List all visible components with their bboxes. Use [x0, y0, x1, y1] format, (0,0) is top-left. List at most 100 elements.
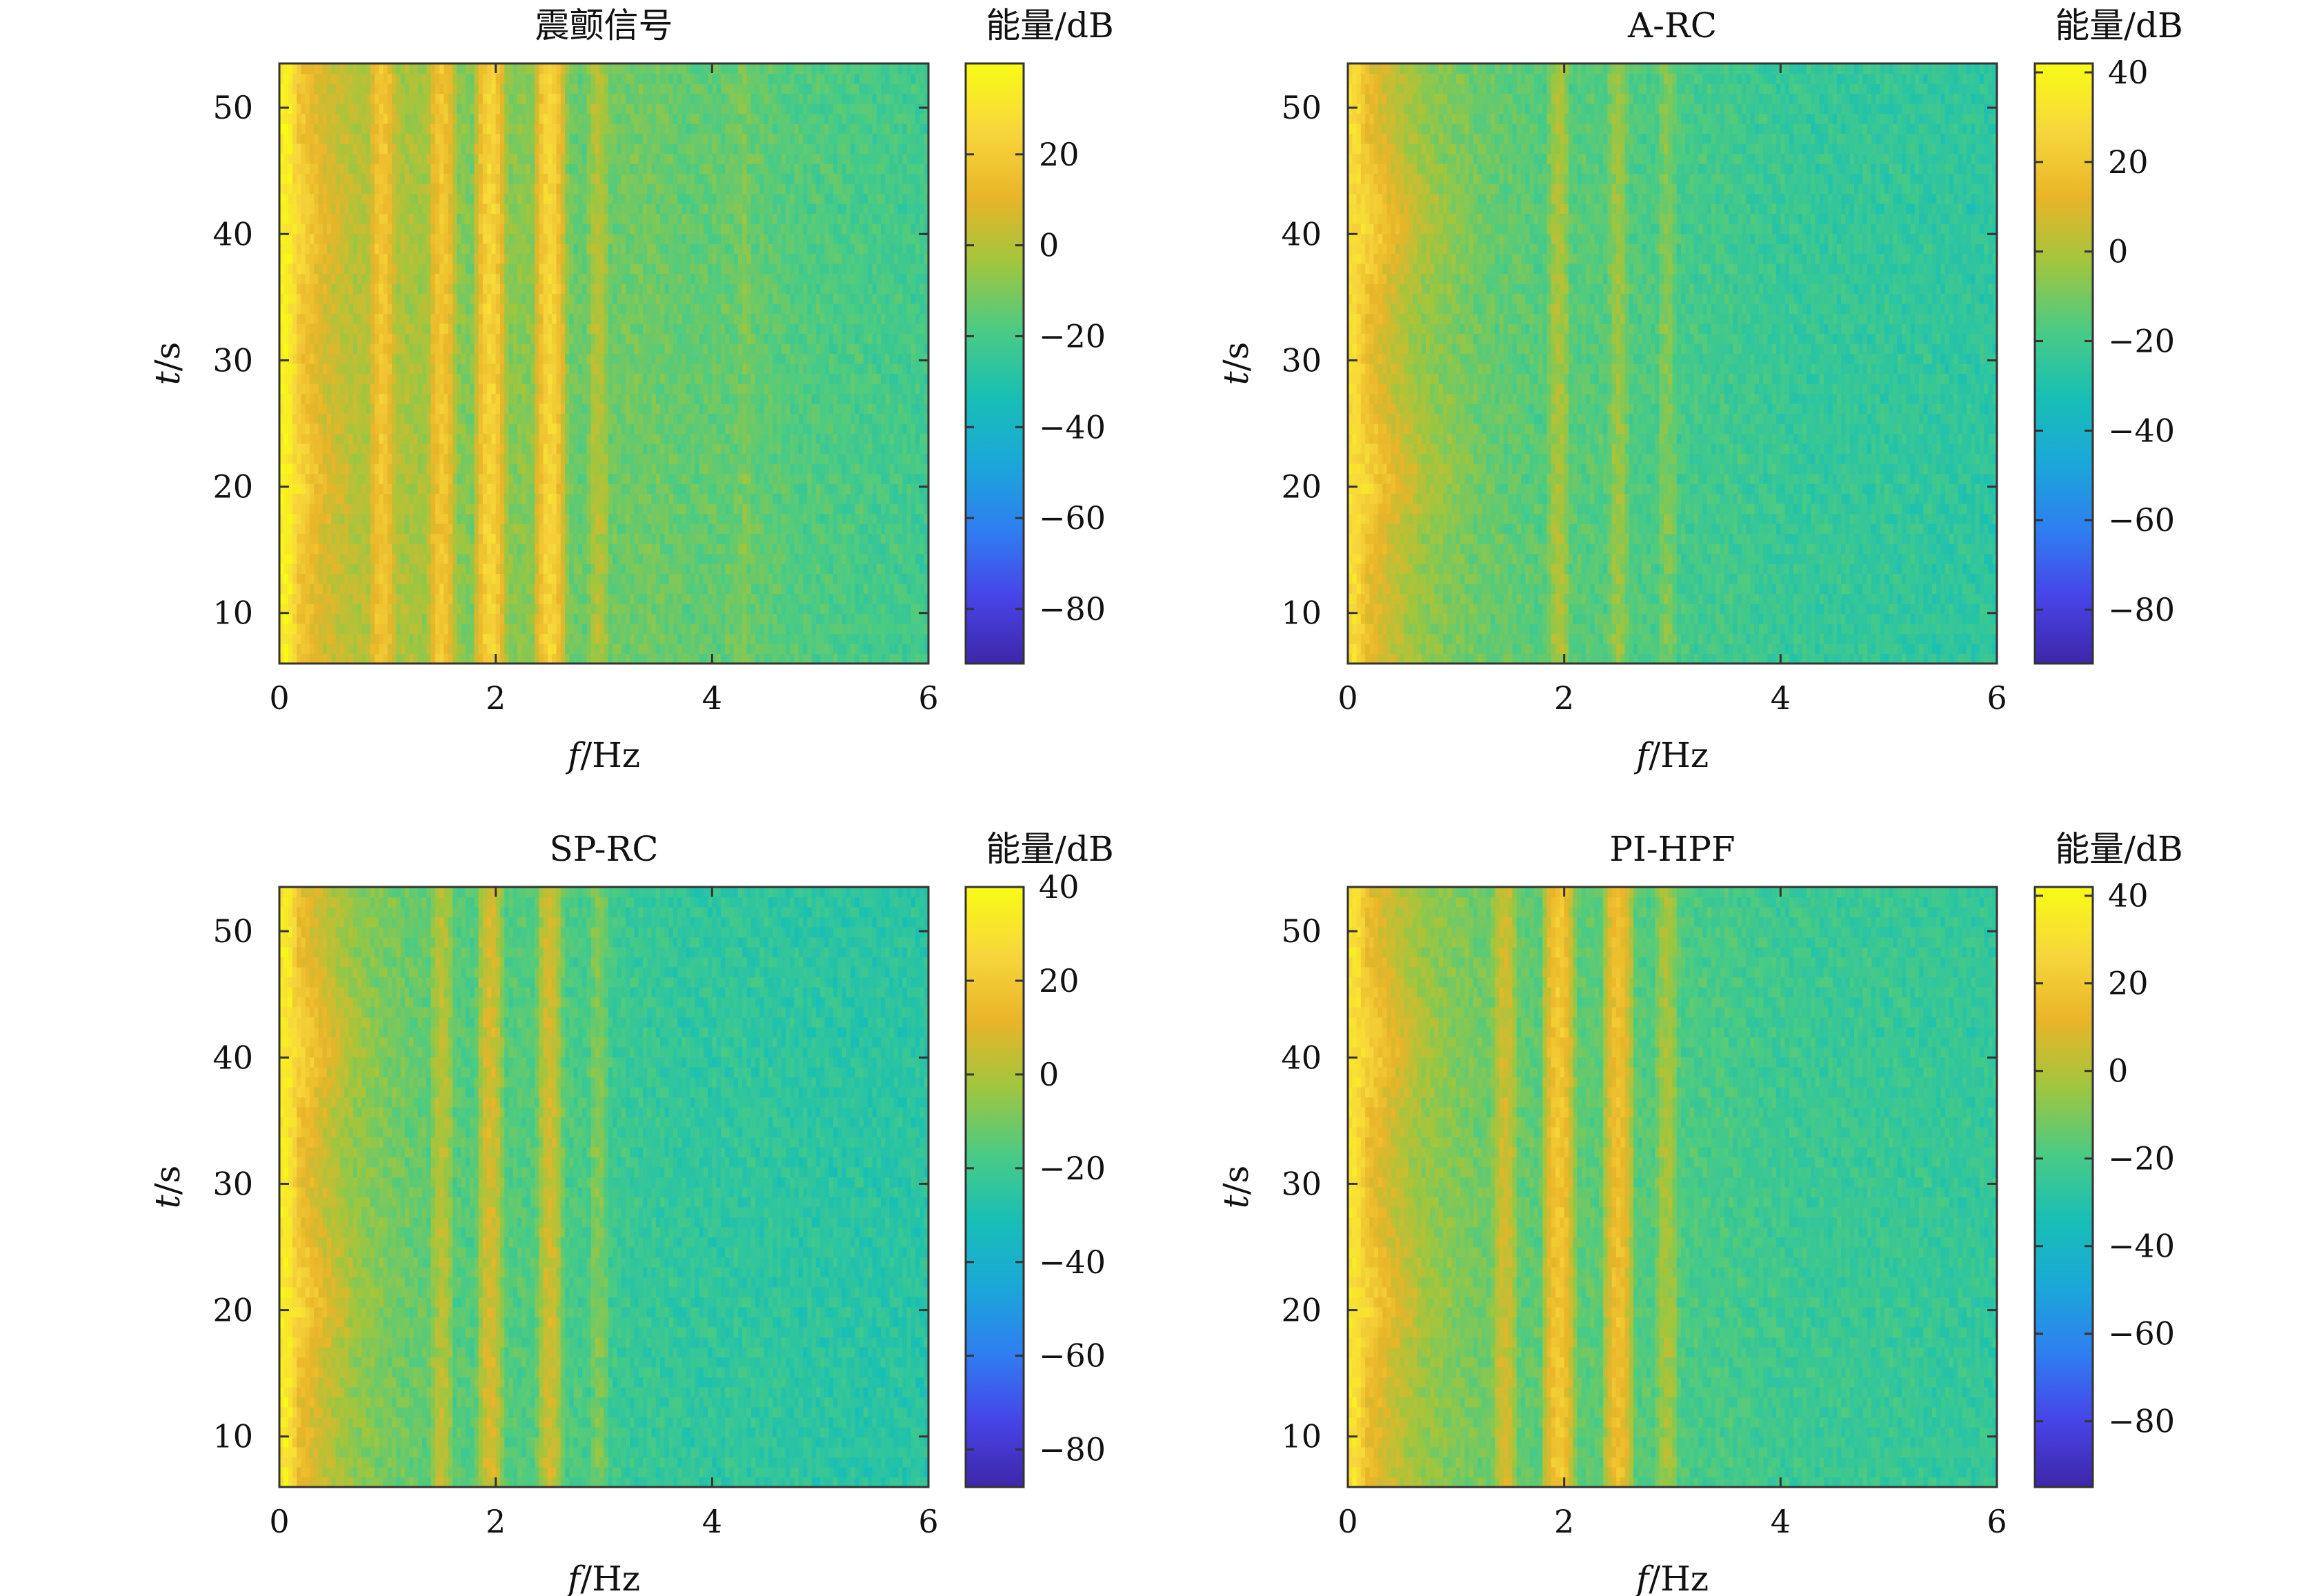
heatmap-cell — [630, 303, 635, 315]
heatmap-cell — [556, 233, 561, 244]
heatmap-cell — [404, 113, 410, 124]
heatmap-cell — [426, 73, 432, 84]
heatmap-cell — [292, 273, 297, 284]
heatmap-cell — [543, 533, 548, 544]
heatmap-cell — [613, 423, 617, 435]
heatmap-cell — [530, 93, 535, 104]
heatmap-cell — [409, 193, 415, 204]
heatmap-cell — [305, 644, 310, 655]
heatmap-cell — [552, 463, 557, 475]
heatmap-cell — [530, 443, 535, 455]
heatmap-cell — [435, 133, 440, 144]
heatmap-cell — [604, 73, 609, 84]
heatmap-cell — [517, 193, 522, 204]
heatmap-cell — [577, 183, 583, 194]
heatmap-cell — [400, 293, 406, 304]
heatmap-cell — [499, 563, 505, 575]
heatmap-cell — [331, 173, 337, 184]
heatmap-cell — [457, 153, 462, 164]
heatmap-cell — [279, 153, 284, 164]
heatmap-cell — [331, 473, 337, 484]
heatmap-cell — [457, 483, 462, 495]
heatmap-cell — [577, 193, 583, 204]
heatmap-cell — [422, 163, 427, 174]
heatmap-cell — [392, 173, 397, 184]
heatmap-cell — [305, 423, 310, 435]
heatmap-cell — [565, 323, 570, 335]
heatmap-cell — [292, 183, 297, 194]
heatmap-cell — [322, 203, 328, 215]
heatmap-cell — [301, 253, 306, 264]
heatmap-cell — [586, 63, 592, 74]
heatmap-cell — [327, 604, 332, 615]
heatmap-cell — [452, 333, 457, 344]
heatmap-cell — [547, 604, 553, 615]
heatmap-cell — [452, 173, 457, 184]
heatmap-cell — [495, 223, 501, 235]
heatmap-cell — [604, 383, 609, 395]
heatmap-cell — [478, 563, 484, 575]
heatmap-cell — [613, 323, 617, 335]
heatmap-cell — [297, 293, 301, 304]
heatmap-cell — [331, 493, 337, 504]
heatmap-cell — [599, 433, 605, 444]
heatmap-cell — [547, 573, 553, 584]
heatmap-cell — [444, 83, 449, 94]
heatmap-cell — [556, 263, 561, 275]
heatmap-cell — [357, 323, 362, 335]
heatmap-cell — [400, 263, 406, 275]
heatmap-cell — [565, 644, 570, 655]
heatmap-cell — [379, 93, 384, 104]
heatmap-cell — [352, 393, 358, 404]
heatmap-cell — [508, 503, 514, 515]
heatmap-cell — [465, 644, 470, 655]
heatmap-cell — [422, 533, 427, 544]
heatmap-cell — [521, 393, 527, 404]
heatmap-cell — [457, 173, 462, 184]
heatmap-cell — [413, 233, 419, 244]
heatmap-cell — [535, 153, 539, 164]
heatmap-cell — [582, 644, 587, 655]
heatmap-cell — [301, 624, 306, 635]
heatmap-cell — [352, 263, 358, 275]
heatmap-cell — [608, 173, 613, 184]
heatmap-cell — [530, 433, 535, 444]
heatmap-cell — [495, 343, 501, 355]
heatmap-cell — [470, 333, 475, 344]
heatmap-cell — [513, 543, 518, 555]
heatmap-cell — [383, 183, 388, 194]
heatmap-cell — [439, 403, 444, 415]
heatmap-cell — [279, 583, 284, 595]
heatmap-cell — [630, 423, 635, 435]
heatmap-cell — [521, 233, 527, 244]
heatmap-cell — [625, 293, 630, 304]
heatmap-cell — [638, 503, 644, 515]
heatmap-cell — [387, 193, 392, 204]
heatmap-cell — [617, 73, 622, 84]
heatmap-cell — [556, 543, 561, 555]
heatmap-cell — [526, 63, 531, 74]
heatmap-cell — [465, 273, 470, 284]
heatmap-cell — [530, 633, 535, 644]
heatmap-cell — [301, 423, 306, 435]
heatmap-cell — [535, 583, 539, 595]
heatmap-cell — [630, 413, 635, 424]
heatmap-cell — [357, 263, 362, 275]
heatmap-cell — [288, 93, 293, 104]
heatmap-cell — [499, 73, 505, 84]
heatmap-cell — [379, 113, 384, 124]
heatmap-cell — [322, 604, 328, 615]
heatmap-cell — [457, 113, 462, 124]
heatmap-cell — [552, 353, 557, 364]
heatmap-cell — [513, 223, 518, 235]
heatmap-cell — [634, 153, 639, 164]
heatmap-cell — [517, 173, 522, 184]
heatmap-cell — [547, 373, 553, 384]
heatmap-cell — [417, 153, 423, 164]
heatmap-cell — [392, 123, 397, 134]
heatmap-cell — [383, 283, 388, 295]
heatmap-cell — [292, 573, 297, 584]
heatmap-cell — [569, 493, 575, 504]
heatmap-cell — [344, 343, 349, 355]
heatmap-cell — [539, 473, 544, 484]
